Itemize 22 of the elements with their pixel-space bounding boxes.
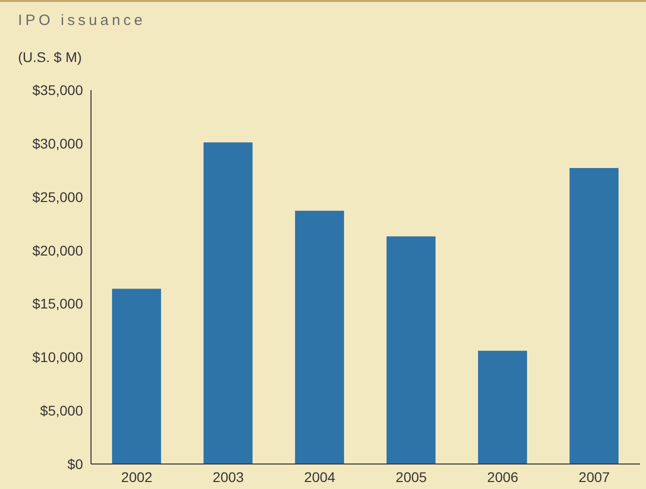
x-tick-label: 2002 (121, 468, 153, 485)
y-tick-label: $0 (67, 456, 84, 472)
y-tick-label: $25,000 (32, 188, 84, 205)
y-tick-label: $10,000 (32, 349, 84, 366)
x-tick-label: 2007 (578, 468, 610, 485)
x-tick-label: 2003 (212, 468, 244, 485)
y-tick-label: $30,000 (32, 135, 84, 152)
y-tick-label: $35,000 (32, 82, 84, 98)
bar (295, 210, 344, 464)
y-axis-title: (U.S. $ M) (18, 49, 82, 65)
y-tick-label: $15,000 (32, 296, 84, 312)
y-tick-label: $20,000 (32, 242, 84, 258)
x-tick-label: 2004 (304, 468, 336, 485)
bar (204, 142, 253, 464)
y-tick-label: $5,000 (40, 402, 84, 419)
bar (570, 168, 619, 464)
chart-title: IPO issuance (18, 12, 146, 29)
x-tick-label: 2005 (396, 468, 428, 485)
x-tick-label: 2006 (487, 468, 519, 485)
bar (478, 350, 528, 464)
bar (386, 236, 436, 464)
bar (112, 288, 162, 464)
